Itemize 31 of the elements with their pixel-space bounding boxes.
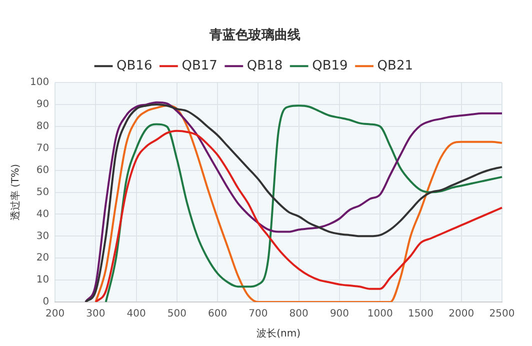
legend-label: QB16 (116, 58, 152, 74)
x-tick-label: 1500 (408, 308, 434, 320)
legend-label: QB17 (182, 58, 218, 74)
x-tick-label: 800 (289, 308, 308, 320)
y-tick-label: 30 (36, 230, 50, 242)
x-tick-label: 2000 (448, 308, 474, 320)
y-tick-label: 100 (30, 77, 50, 88)
legend-label: QB18 (246, 58, 283, 74)
chart-title: 青蓝色玻璃曲线 (208, 27, 300, 44)
x-axis-title: 波长(nm) (256, 328, 301, 340)
y-tick-label: 90 (36, 99, 50, 110)
x-tick-label: 400 (126, 308, 146, 320)
legend-label: QB21 (377, 58, 413, 74)
y-tick-label: 60 (36, 164, 50, 176)
y-tick-label: 40 (36, 208, 50, 220)
x-tick-label: 500 (167, 308, 187, 320)
y-tick-label: 80 (36, 121, 50, 132)
x-tick-label: 900 (330, 308, 350, 320)
x-tick-label: 200 (46, 308, 65, 320)
y-tick-label: 70 (36, 143, 50, 154)
y-tick-label: 50 (36, 186, 50, 198)
x-tick-label: 300 (86, 308, 106, 320)
y-tick-label: 20 (36, 252, 50, 264)
y-tick-label: 0 (42, 296, 50, 308)
x-tick-label: 600 (208, 308, 228, 320)
x-tick-label: 1000 (367, 308, 393, 320)
legend-label: QB19 (312, 58, 348, 74)
y-axis-title: 透过率 (T%) (10, 164, 22, 221)
y-tick-label: 10 (36, 274, 50, 286)
x-tick-label: 700 (248, 308, 268, 320)
x-tick-label: 2500 (489, 308, 515, 320)
